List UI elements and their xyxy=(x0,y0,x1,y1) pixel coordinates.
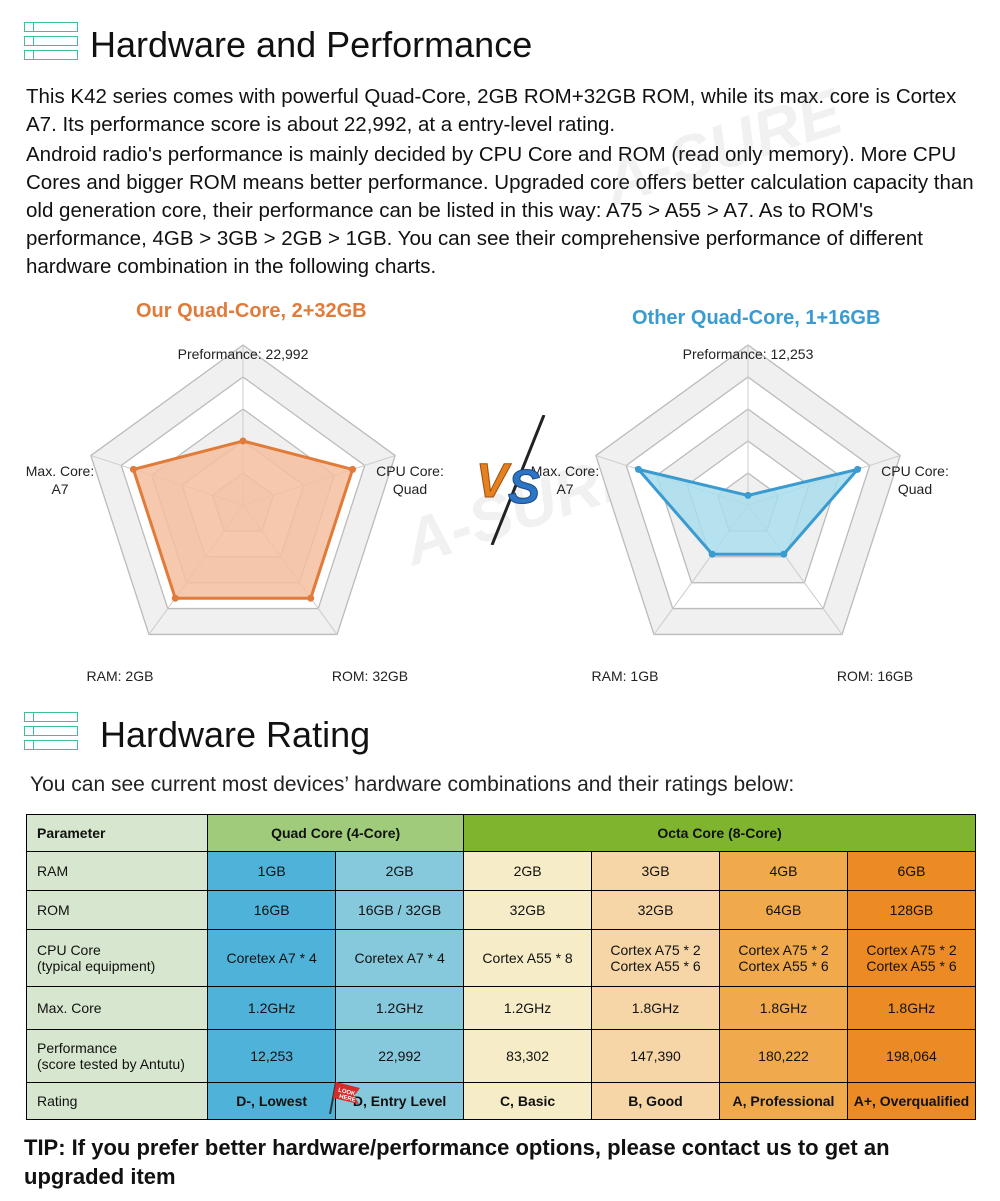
table-cell: 16GB / 32GB xyxy=(335,890,465,930)
radar-label-cpu: CPU Core: xyxy=(376,463,444,479)
table-cell: D-, Lowest xyxy=(207,1082,337,1120)
radar-label-ram: RAM: 1GB xyxy=(592,668,659,684)
section-list-icon-2 xyxy=(23,711,80,752)
table-cell: B, Good xyxy=(591,1082,720,1120)
table-cell: A+, Overqualified xyxy=(846,1082,977,1120)
look-here-flag-icon: LOOK HERE xyxy=(329,1081,360,1114)
table-cell: Cortex A75 * 2 Cortex A55 * 6 xyxy=(591,929,720,987)
radar-chart-other: Preformance: 12,253 CPU Core: Quad ROM: 16G… xyxy=(531,344,949,684)
table-cell: 4GB xyxy=(719,851,848,891)
radar-data-point-2 xyxy=(307,594,315,602)
row-label: Max. Core xyxy=(25,986,209,1030)
radar-label-max-core: Max. Core: xyxy=(531,463,599,479)
table-cell: 64GB xyxy=(719,890,848,930)
quad-core-header: Quad Core (4-Core) xyxy=(207,814,465,852)
radar-data-point-3 xyxy=(171,594,179,602)
intro-paragraph: This K42 series comes with powerful Quad… xyxy=(26,85,957,136)
table-row: Max. Core 1.2GHz 1.2GHz 1.2GHz 1.8GHz 1.8GHz 1… xyxy=(25,986,977,1030)
radar-data-point-2 xyxy=(780,550,788,558)
table-cell: 180,222 xyxy=(719,1029,848,1083)
radar-label-rom: ROM: 16GB xyxy=(837,668,913,684)
radar-data-point-4 xyxy=(634,465,642,473)
svg-text:LOOK: LOOK xyxy=(337,1088,356,1098)
tip-text: TIP: If you prefer better hardware/perfo… xyxy=(24,1135,890,1189)
table-cell: 32GB xyxy=(463,890,593,930)
radar-title-other: Other Quad-Core, 1+16GB xyxy=(632,307,881,329)
radar-label-performance: Preformance: 12,253 xyxy=(683,346,814,362)
table-header-row: Parameter Quad Core (4-Core) Octa Core (… xyxy=(25,814,976,852)
explanation-paragraph: Android radio's performance is mainly de… xyxy=(26,143,974,278)
section-title-hardware-performance: Hardware and Performance xyxy=(90,24,533,65)
radar-data-point-3 xyxy=(708,550,716,558)
radar-label-rom: ROM: 32GB xyxy=(332,668,408,684)
radar-label-max-core: Max. Core: xyxy=(26,463,94,479)
table-cell: 2GB xyxy=(463,851,593,891)
vs-letter-s: S xyxy=(508,461,540,514)
row-label: RAM xyxy=(25,851,209,891)
radar-data-point-1 xyxy=(349,465,357,473)
table-row: ROM 16GB 16GB / 32GB 32GB 32GB 64GB 128GB xyxy=(25,890,977,930)
table-cell: 1.2GHz xyxy=(335,986,465,1030)
radar-data-area xyxy=(634,466,862,556)
table-cell: 83,302 xyxy=(463,1029,593,1083)
table-cell: 1GB xyxy=(207,851,337,891)
table-cell: 12,253 xyxy=(207,1029,337,1083)
table-row: CPU Core (typical equipment) Coretex A7 * … xyxy=(25,929,977,987)
row-label: Performance (score tested by Antutu) xyxy=(25,1029,209,1083)
table-cell: 22,992 xyxy=(335,1029,465,1083)
table-cell: A, Professional xyxy=(719,1082,848,1120)
radar-label-cpu: CPU Core: xyxy=(881,463,949,479)
table-cell: Cortex A75 * 2 Cortex A55 * 6 xyxy=(846,929,977,987)
radar-data-point-0 xyxy=(239,437,247,445)
table-cell: 3GB xyxy=(591,851,720,891)
row-label: ROM xyxy=(25,890,209,930)
vs-icon: V S xyxy=(476,415,546,545)
radar-label-cpu-value: Quad xyxy=(393,481,427,497)
octa-core-header: Octa Core (8-Core) xyxy=(463,814,976,852)
radar-label-max-core-value: A7 xyxy=(51,481,68,497)
table-cell: 147,390 xyxy=(591,1029,720,1083)
radar-label-performance: Preformance: 22,992 xyxy=(178,346,309,362)
row-label: CPU Core (typical equipment) xyxy=(25,929,209,987)
table-cell: 1.2GHz xyxy=(207,986,337,1030)
table-row: RAM 1GB 2GB 2GB 3GB 4GB 6GB xyxy=(25,851,977,891)
radar-title-ours: Our Quad-Core, 2+32GB xyxy=(136,300,367,322)
row-label: Rating xyxy=(25,1082,209,1120)
radar-label-max-core-value: A7 xyxy=(556,481,573,497)
table-cell: C, Basic xyxy=(463,1082,593,1120)
radar-data-point-0 xyxy=(744,491,752,499)
table-cell: 2GB xyxy=(335,851,465,891)
table-cell: 1.8GHz xyxy=(719,986,848,1030)
vs-letter-v: V xyxy=(476,455,512,508)
table-row: Rating D-, Lowest D, Entry Level C, Basic B,… xyxy=(25,1082,977,1120)
svg-text:HERE: HERE xyxy=(338,1094,356,1104)
radar-label-cpu-value: Quad xyxy=(898,481,932,497)
radar-data-point-4 xyxy=(129,465,137,473)
param-header: Parameter xyxy=(25,814,209,852)
table-cell: Coretex A7 * 4 xyxy=(335,929,465,987)
hardware-rating-table: Parameter Quad Core (4-Core) Octa Core (… xyxy=(25,814,977,1120)
table-cell: 16GB xyxy=(207,890,337,930)
table-cell: 198,064 xyxy=(846,1029,977,1083)
radar-data-area xyxy=(131,439,355,600)
table-cell: Coretex A7 * 4 xyxy=(207,929,337,987)
table-cell: 32GB xyxy=(591,890,720,930)
table-cell: 128GB xyxy=(846,890,977,930)
table-cell: 1.8GHz xyxy=(591,986,720,1030)
table-cell: Cortex A55 * 8 xyxy=(463,929,593,987)
table-cell: 6GB xyxy=(846,851,977,891)
radar-chart-ours: Preformance: 22,992 CPU Core: Quad ROM: 32G… xyxy=(26,344,444,684)
section-title-hardware-rating: Hardware Rating xyxy=(100,714,371,755)
table-row: Performance (score tested by Antutu) 12,25… xyxy=(25,1029,977,1083)
table-cell: 1.2GHz xyxy=(463,986,593,1030)
table-cell: 1.8GHz xyxy=(846,986,977,1030)
radar-label-ram: RAM: 2GB xyxy=(87,668,154,684)
section-list-icon xyxy=(23,21,80,62)
table-cell: Cortex A75 * 2 Cortex A55 * 6 xyxy=(719,929,848,987)
radar-data-point-1 xyxy=(854,465,862,473)
rating-subtitle: You can see current most devices’ hardwa… xyxy=(30,773,795,796)
